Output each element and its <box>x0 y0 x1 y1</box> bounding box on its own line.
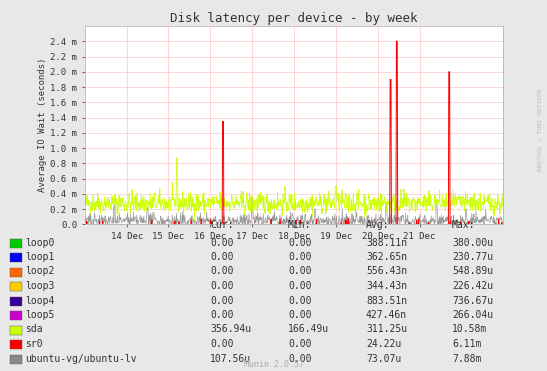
Text: ubuntu-vg/ubuntu-lv: ubuntu-vg/ubuntu-lv <box>25 354 137 364</box>
Text: 107.56u: 107.56u <box>210 354 251 364</box>
Text: 388.11n: 388.11n <box>366 237 407 247</box>
Text: 380.00u: 380.00u <box>452 237 493 247</box>
Text: 0.00: 0.00 <box>210 281 234 291</box>
Text: loop0: loop0 <box>25 237 54 247</box>
Text: Max:: Max: <box>452 220 475 230</box>
Text: 362.65n: 362.65n <box>366 252 407 262</box>
Text: 0.00: 0.00 <box>210 310 234 320</box>
Text: loop2: loop2 <box>25 266 54 276</box>
Text: Cur:: Cur: <box>210 220 234 230</box>
Text: 10.58m: 10.58m <box>452 325 487 335</box>
Text: 166.49u: 166.49u <box>288 325 329 335</box>
Text: loop1: loop1 <box>25 252 54 262</box>
Text: 344.43n: 344.43n <box>366 281 407 291</box>
Text: 0.00: 0.00 <box>288 266 311 276</box>
Text: Avg:: Avg: <box>366 220 389 230</box>
Text: 0.00: 0.00 <box>288 252 311 262</box>
Text: 73.07u: 73.07u <box>366 354 401 364</box>
Text: 0.00: 0.00 <box>210 237 234 247</box>
Text: Min:: Min: <box>288 220 311 230</box>
Text: 311.25u: 311.25u <box>366 325 407 335</box>
Text: 0.00: 0.00 <box>288 281 311 291</box>
Text: 0.00: 0.00 <box>210 252 234 262</box>
Text: 0.00: 0.00 <box>288 310 311 320</box>
Text: 6.11m: 6.11m <box>452 339 481 349</box>
Text: 0.00: 0.00 <box>288 354 311 364</box>
Title: Disk latency per device - by week: Disk latency per device - by week <box>170 12 418 25</box>
Text: loop5: loop5 <box>25 310 54 320</box>
Text: 556.43n: 556.43n <box>366 266 407 276</box>
Y-axis label: Average IO Wait (seconds): Average IO Wait (seconds) <box>38 58 48 193</box>
Text: 7.88m: 7.88m <box>452 354 481 364</box>
Text: 24.22u: 24.22u <box>366 339 401 349</box>
Text: 548.89u: 548.89u <box>452 266 493 276</box>
Text: 226.42u: 226.42u <box>452 281 493 291</box>
Text: 0.00: 0.00 <box>210 266 234 276</box>
Text: 427.46n: 427.46n <box>366 310 407 320</box>
Text: Munin 2.0.57: Munin 2.0.57 <box>243 359 304 368</box>
Text: 883.51n: 883.51n <box>366 295 407 305</box>
Text: 736.67u: 736.67u <box>452 295 493 305</box>
Text: 230.77u: 230.77u <box>452 252 493 262</box>
Text: 356.94u: 356.94u <box>210 325 251 335</box>
Text: 266.04u: 266.04u <box>452 310 493 320</box>
Text: RRDTOOL / TOBI OETIKER: RRDTOOL / TOBI OETIKER <box>538 89 543 171</box>
Text: sda: sda <box>25 325 43 335</box>
Text: 0.00: 0.00 <box>288 295 311 305</box>
Text: 0.00: 0.00 <box>210 339 234 349</box>
Text: sr0: sr0 <box>25 339 43 349</box>
Text: loop3: loop3 <box>25 281 54 291</box>
Text: 0.00: 0.00 <box>288 237 311 247</box>
Text: 0.00: 0.00 <box>210 295 234 305</box>
Text: 0.00: 0.00 <box>288 339 311 349</box>
Text: loop4: loop4 <box>25 295 54 305</box>
